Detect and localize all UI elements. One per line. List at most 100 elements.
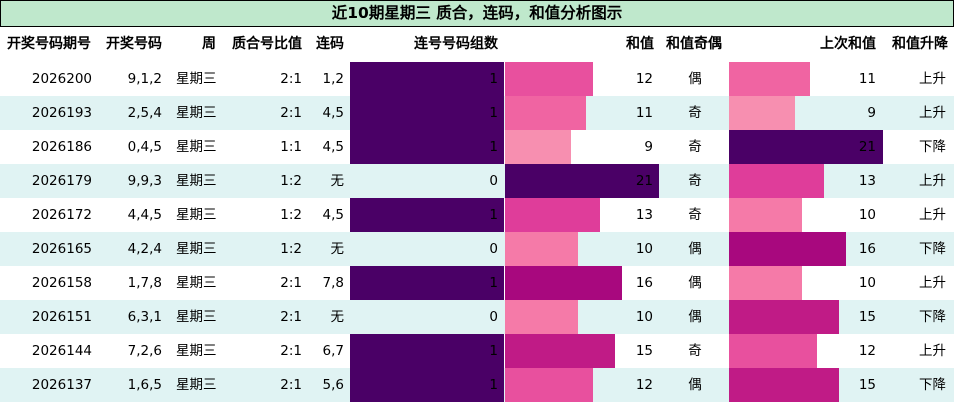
prev-sum-bar: [729, 130, 883, 164]
groups-value: 0: [489, 241, 498, 257]
consecutive-cell: 4,5: [322, 105, 344, 121]
prev-sum-bar: [729, 164, 825, 198]
groups-bar: [350, 96, 504, 130]
ratio-cell: 1:1: [280, 139, 302, 155]
header-ratio: 质合号比值: [232, 36, 302, 52]
groups-bar: [350, 334, 504, 368]
prev-sum-value: 21: [858, 139, 876, 155]
ratio-cell: 2:1: [280, 309, 302, 325]
trend-cell: 上升: [919, 71, 946, 87]
table-row: 2026144 7,2,6 星期三 2:1 6,7 1 15 奇 12 上升: [0, 334, 954, 368]
sum-bar: [505, 300, 579, 334]
numbers-cell: 2,5,4: [127, 105, 162, 121]
table-row: 2026172 4,4,5 星期三 1:2 4,5 1 13 奇 10 上升: [0, 198, 954, 232]
table-row: 2026193 2,5,4 星期三 2:1 4,5 1 11 奇 9 上升: [0, 96, 954, 130]
groups-value: 0: [489, 309, 498, 325]
groups-value: 1: [489, 139, 498, 155]
trend-cell: 下降: [919, 377, 946, 393]
groups-value: 1: [489, 343, 498, 359]
sum-value: 16: [635, 275, 653, 291]
sum-value: 12: [635, 71, 653, 87]
prev-sum-bar: [729, 266, 803, 300]
parity-cell: 偶: [688, 241, 702, 257]
sum-value: 10: [635, 309, 653, 325]
ratio-cell: 2:1: [280, 105, 302, 121]
table-row: 2026151 6,3,1 星期三 2:1 无 0 10 偶 15 下降: [0, 300, 954, 334]
sum-value: 13: [635, 207, 653, 223]
issue-cell: 2026144: [31, 343, 92, 359]
groups-bar: [350, 62, 504, 96]
header-prev-sum: 上次和值: [820, 36, 876, 52]
header-groups: 连号号码组数: [414, 36, 498, 52]
parity-cell: 奇: [688, 139, 702, 155]
sum-bar: [505, 96, 586, 130]
prev-sum-bar: [729, 62, 810, 96]
consecutive-cell: 7,8: [322, 275, 344, 291]
trend-cell: 上升: [919, 275, 946, 291]
consecutive-cell: 4,5: [322, 139, 344, 155]
parity-cell: 奇: [688, 105, 702, 121]
trend-cell: 上升: [919, 105, 946, 121]
weekday-cell: 星期三: [176, 241, 217, 257]
sum-value: 21: [635, 173, 653, 189]
header-trend: 和值升降: [892, 36, 948, 52]
groups-value: 1: [489, 105, 498, 121]
parity-cell: 偶: [688, 275, 702, 291]
sum-value: 12: [635, 377, 653, 393]
sum-bar: [505, 130, 571, 164]
ratio-cell: 2:1: [280, 71, 302, 87]
ratio-cell: 2:1: [280, 343, 302, 359]
sum-bar: [505, 232, 579, 266]
header-numbers: 开奖号码: [106, 36, 162, 52]
sum-bar: [505, 334, 615, 368]
table-row: 2026165 4,2,4 星期三 1:2 无 0 10 偶 16 下降: [0, 232, 954, 266]
groups-bar: [350, 130, 504, 164]
issue-cell: 2026193: [31, 105, 92, 121]
table-row: 2026200 9,1,2 星期三 2:1 1,2 1 12 偶 11 上升: [0, 62, 954, 96]
sum-bar: [505, 62, 593, 96]
numbers-cell: 7,2,6: [127, 343, 162, 359]
trend-cell: 下降: [919, 241, 946, 257]
parity-cell: 偶: [688, 71, 702, 87]
numbers-cell: 4,2,4: [127, 241, 162, 257]
issue-cell: 2026137: [31, 377, 92, 393]
sum-bar: [505, 368, 593, 402]
prev-sum-value: 15: [858, 309, 876, 325]
table-row: 2026179 9,9,3 星期三 1:2 无 0 21 奇 13 上升: [0, 164, 954, 198]
header-consecutive: 连码: [316, 36, 344, 52]
sum-value: 11: [635, 105, 653, 121]
weekday-cell: 星期三: [176, 377, 217, 393]
ratio-cell: 2:1: [280, 275, 302, 291]
header-sum: 和值: [626, 36, 654, 52]
ratio-cell: 1:2: [280, 241, 302, 257]
consecutive-cell: 无: [330, 173, 345, 189]
issue-cell: 2026186: [31, 139, 92, 155]
groups-bar: [350, 368, 504, 402]
prev-sum-value: 10: [858, 207, 876, 223]
groups-bar: [350, 198, 504, 232]
issue-cell: 2026165: [31, 241, 92, 257]
weekday-cell: 星期三: [176, 275, 217, 291]
sum-bar: [505, 266, 623, 300]
issue-cell: 2026200: [31, 71, 92, 87]
numbers-cell: 6,3,1: [127, 309, 162, 325]
numbers-cell: 1,7,8: [127, 275, 162, 291]
ratio-cell: 1:2: [280, 173, 302, 189]
numbers-cell: 9,9,3: [127, 173, 162, 189]
table-row: 2026137 1,6,5 星期三 2:1 5,6 1 12 偶 15 下降: [0, 368, 954, 402]
table-row: 2026158 1,7,8 星期三 2:1 7,8 1 16 偶 10 上升: [0, 266, 954, 300]
numbers-cell: 4,4,5: [127, 207, 162, 223]
numbers-cell: 1,6,5: [127, 377, 162, 393]
trend-cell: 上升: [919, 207, 946, 223]
weekday-cell: 星期三: [176, 105, 217, 121]
trend-cell: 下降: [919, 309, 946, 325]
prev-sum-value: 10: [858, 275, 876, 291]
ratio-cell: 2:1: [280, 377, 302, 393]
groups-value: 0: [489, 173, 498, 189]
weekday-cell: 星期三: [176, 343, 217, 359]
weekday-cell: 星期三: [176, 71, 217, 87]
weekday-cell: 星期三: [176, 139, 217, 155]
sum-bar: [505, 164, 659, 198]
weekday-cell: 星期三: [176, 309, 217, 325]
header-weekday: 周: [202, 36, 216, 52]
